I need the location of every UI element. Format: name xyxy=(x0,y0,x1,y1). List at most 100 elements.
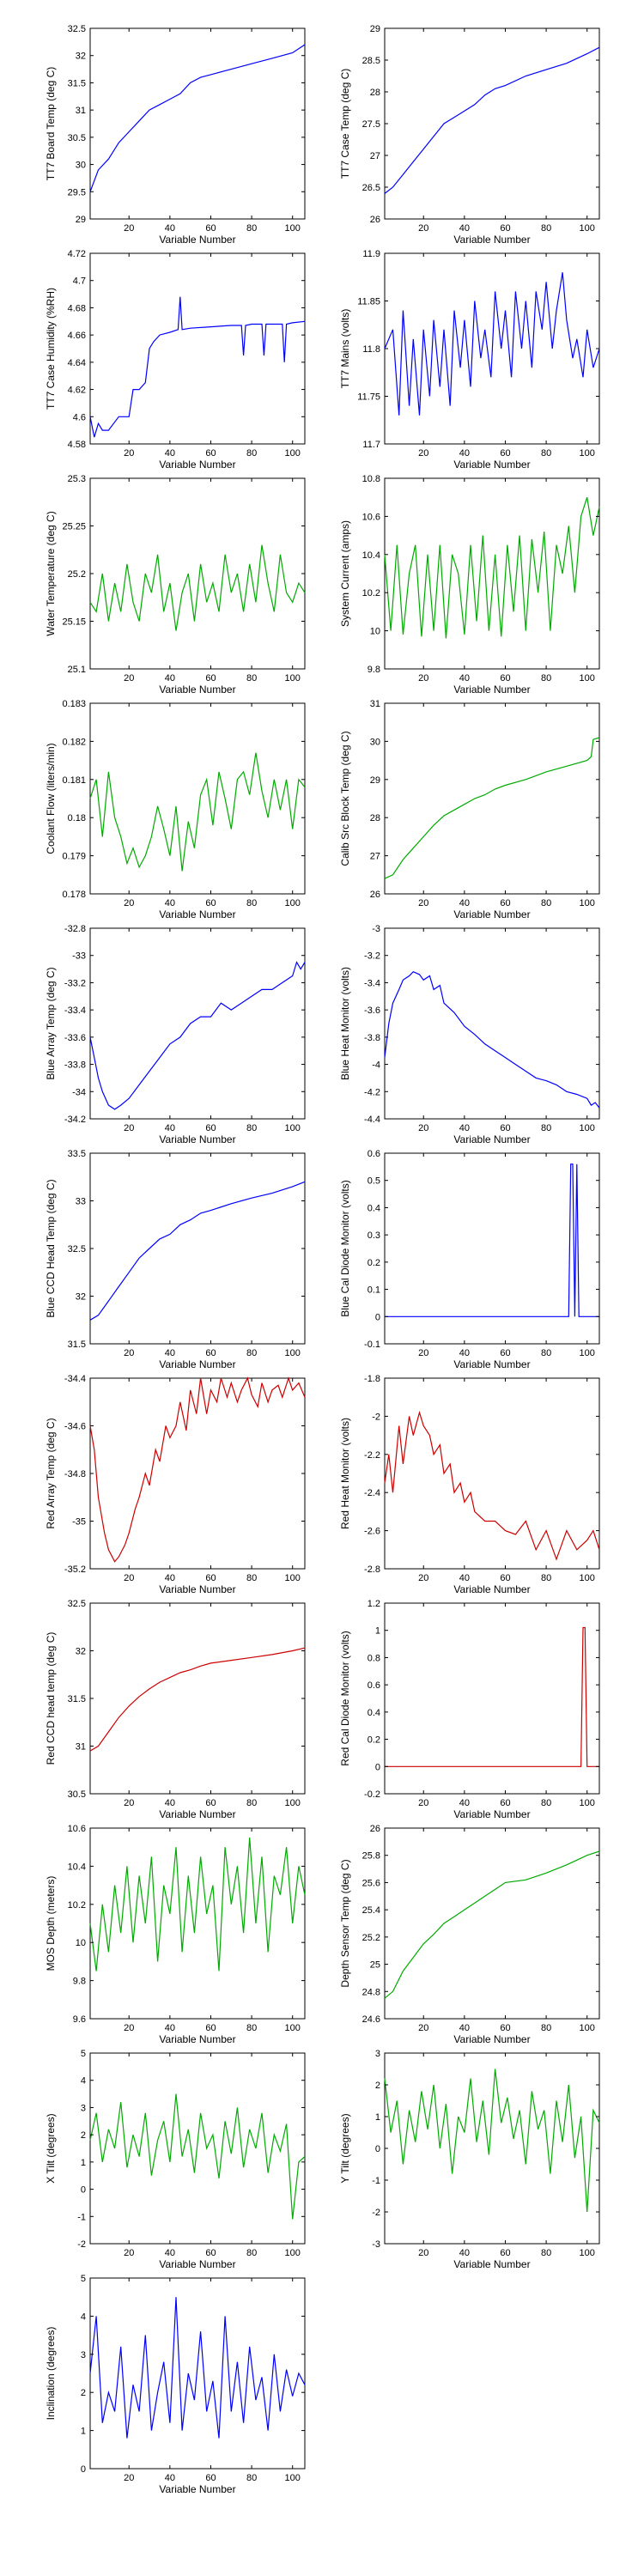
series-line xyxy=(89,2093,306,2220)
x-tick-label: 80 xyxy=(541,1798,551,1808)
x-tick-label: 80 xyxy=(246,1348,257,1358)
y-tick-label: 0 xyxy=(375,1762,380,1772)
x-tick-label: 60 xyxy=(500,1798,510,1808)
y-axis-label: Depth Sensor Temp (deg C) xyxy=(339,1859,351,1987)
y-tick-label: -34 xyxy=(72,1087,86,1097)
x-tick-label: 60 xyxy=(500,1573,510,1583)
axes-box xyxy=(89,1602,306,1795)
series-line xyxy=(89,296,306,438)
y-tick-label: 31 xyxy=(76,1742,86,1753)
y-tick-label: 30 xyxy=(370,737,380,747)
y-tick-label: 25.1 xyxy=(68,665,86,675)
y-tick-label: 28.5 xyxy=(362,56,380,66)
y-tick-label: 32 xyxy=(76,1647,86,1657)
y-tick-label: 32.5 xyxy=(68,24,86,34)
y-tick-label: 29 xyxy=(370,775,380,786)
x-tick-label: 100 xyxy=(285,1123,301,1133)
axes-box xyxy=(384,1602,600,1795)
y-tick-label: 0 xyxy=(81,2185,86,2196)
x-tick-label: 40 xyxy=(459,1573,470,1583)
x-tick-label: 80 xyxy=(246,1573,257,1583)
x-tick-label: 40 xyxy=(459,673,470,683)
y-tick-label: 10 xyxy=(76,1938,86,1948)
y-axis-label: TT7 Mains (volts) xyxy=(339,309,351,389)
y-axis-label: Red Heat Monitor (volts) xyxy=(339,1418,351,1529)
y-tick-label: -0.2 xyxy=(364,1789,380,1800)
y-tick-label: 0.6 xyxy=(368,1149,380,1159)
y-tick-label: -3 xyxy=(372,924,380,934)
y-tick-label: 10.6 xyxy=(68,1824,86,1834)
chart-panel: 20 40 60 80 100 25.1 25.15 25.2 25.25 25.3 Variabl… xyxy=(45,474,306,696)
y-tick-label: 3 xyxy=(375,2049,380,2059)
x-tick-label: 20 xyxy=(124,223,134,234)
y-tick-label: 11.85 xyxy=(357,297,380,307)
y-tick-label: 30.5 xyxy=(68,1789,86,1800)
x-tick-label: 20 xyxy=(418,2248,428,2258)
y-tick-label: 5 xyxy=(81,2049,86,2059)
x-axis-label: Variable Number xyxy=(159,908,235,920)
y-tick-label: 4 xyxy=(81,2312,86,2322)
y-tick-label: 25.3 xyxy=(68,474,86,484)
y-tick-label: 11.7 xyxy=(362,440,380,450)
x-tick-label: 40 xyxy=(459,2248,470,2258)
y-tick-label: -4.2 xyxy=(364,1087,380,1097)
y-tick-label: -3 xyxy=(372,2239,380,2250)
series-line xyxy=(384,970,600,1109)
x-tick-label: 40 xyxy=(165,2023,175,2033)
x-tick-label: 40 xyxy=(165,673,175,683)
y-tick-label: 26.5 xyxy=(362,183,380,193)
x-tick-label: 40 xyxy=(165,898,175,908)
y-tick-label: 1.2 xyxy=(368,1599,380,1609)
x-tick-label: 80 xyxy=(541,673,551,683)
y-tick-label: 0.178 xyxy=(62,890,86,900)
y-axis-label: Calib Src Block Temp (deg C) xyxy=(339,731,351,866)
y-tick-label: 32.5 xyxy=(68,1599,86,1609)
y-tick-label: -34.8 xyxy=(64,1469,86,1479)
x-tick-label: 80 xyxy=(246,2023,257,2033)
series-line xyxy=(384,272,600,416)
chart-panel: 20 40 60 80 100 -2 -1 0 1 2 3 4 5 Variable Number X Ti… xyxy=(45,2049,306,2270)
x-tick-label: 20 xyxy=(124,898,134,908)
axes-box xyxy=(384,477,600,670)
y-tick-label: 9.8 xyxy=(368,665,380,675)
x-tick-label: 60 xyxy=(205,673,216,683)
y-tick-label: 4.72 xyxy=(68,249,86,259)
x-tick-label: 60 xyxy=(205,1798,216,1808)
chart-panel: 20 40 60 80 100 -4.4 -4.2 -4 -3.8 -3.6 -3.4 -3.2 -3 V… xyxy=(339,924,600,1145)
x-tick-label: 40 xyxy=(459,1348,470,1358)
y-tick-label: 11.75 xyxy=(357,392,380,403)
x-axis-label: Variable Number xyxy=(453,1808,530,1820)
x-tick-label: 100 xyxy=(580,2023,595,2033)
y-tick-label: -1.8 xyxy=(364,1374,380,1384)
x-tick-label: 100 xyxy=(580,1123,595,1133)
y-tick-label: 32.5 xyxy=(68,1244,86,1255)
x-tick-label: 100 xyxy=(285,673,301,683)
chart-panel: 20 40 60 80 100 24.6 24.8 25 25.2 25.4 25.6 25.8 26 V… xyxy=(339,1824,600,2045)
axes-box xyxy=(89,252,306,445)
series-line xyxy=(89,44,306,192)
y-tick-label: -35.2 xyxy=(64,1564,86,1575)
axes-box xyxy=(384,927,600,1120)
x-axis-label: Variable Number xyxy=(159,1808,235,1820)
x-tick-label: 100 xyxy=(285,1798,301,1808)
y-tick-label: 25.2 xyxy=(362,1933,380,1943)
y-tick-label: 0.4 xyxy=(368,1203,380,1213)
x-axis-label: Variable Number xyxy=(159,2258,235,2270)
y-tick-label: -33.8 xyxy=(64,1060,86,1071)
series-line xyxy=(385,1626,599,1767)
y-tick-label: 4.62 xyxy=(68,386,86,396)
chart-panel: 20 40 60 80 100 9.8 10 10.2 10.4 10.6 10.8 Variable… xyxy=(339,474,600,696)
y-tick-label: -32.8 xyxy=(64,924,86,934)
x-axis-label: Variable Number xyxy=(453,1133,530,1145)
series-line xyxy=(384,2069,600,2213)
y-tick-label: 0 xyxy=(375,2144,380,2154)
y-tick-label: 1 xyxy=(375,2112,380,2123)
x-tick-label: 60 xyxy=(500,2023,510,2033)
x-axis-label: Variable Number xyxy=(159,683,235,696)
x-tick-label: 60 xyxy=(205,1573,216,1583)
y-tick-label: -35 xyxy=(72,1517,86,1528)
y-axis-label: Red Array Temp (deg C) xyxy=(45,1418,57,1528)
x-tick-label: 60 xyxy=(500,1123,510,1133)
y-tick-label: 27.5 xyxy=(362,119,380,130)
x-tick-label: 100 xyxy=(580,448,595,459)
